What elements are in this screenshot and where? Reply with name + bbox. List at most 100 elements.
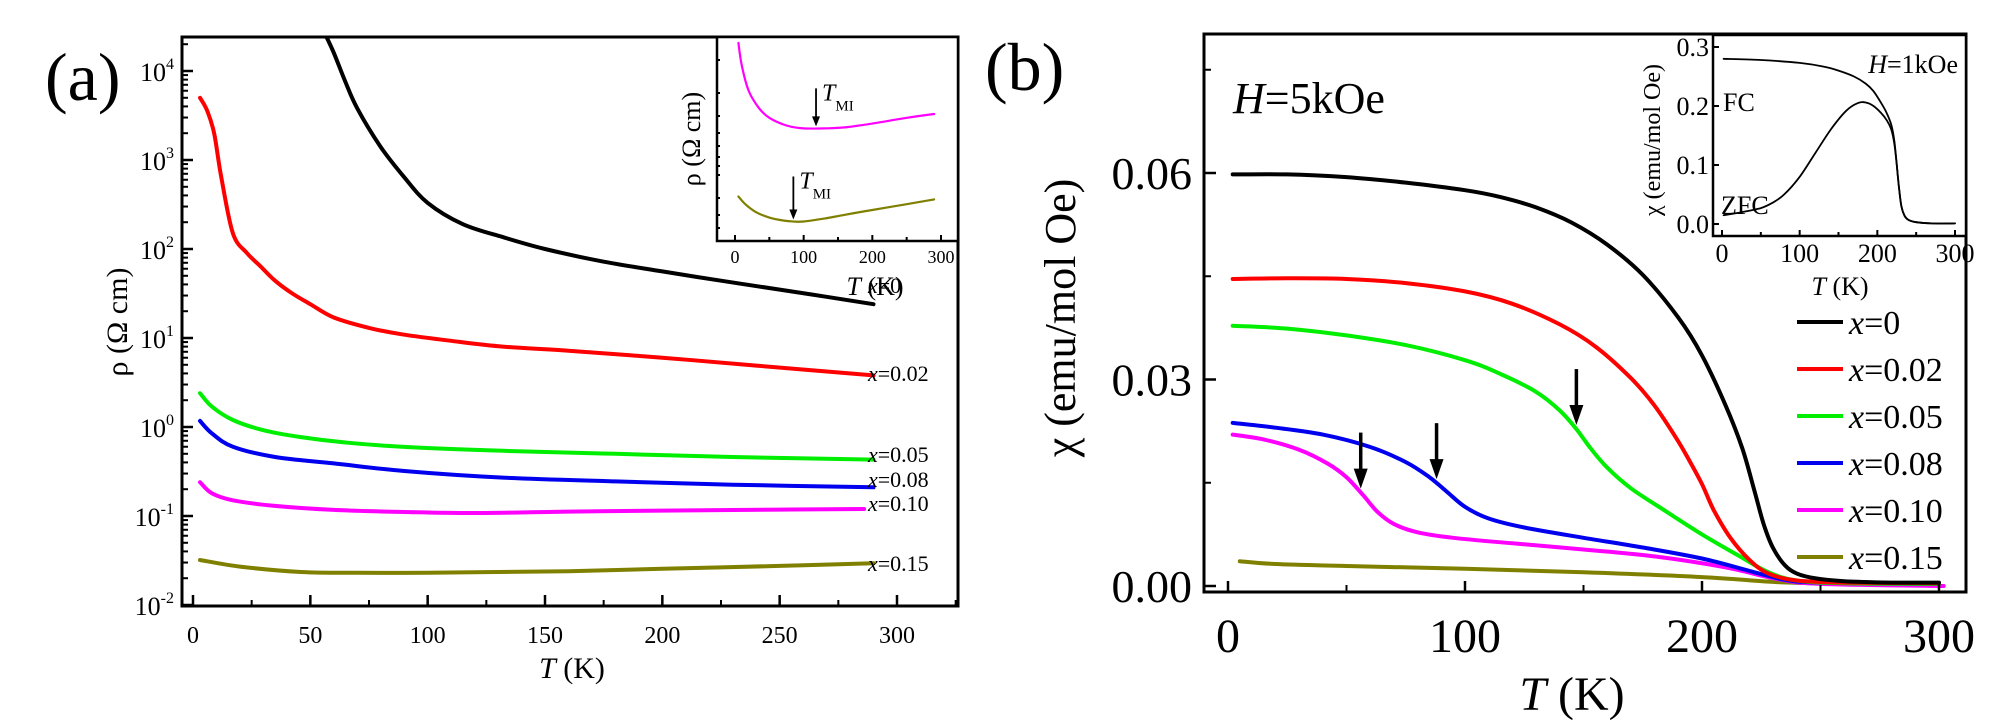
y-tick-label: 102: [140, 234, 174, 265]
series-label-x-0-02: x=0.02: [867, 361, 929, 386]
x-tick-label: 150: [527, 623, 563, 649]
series-line-x-0: [324, 37, 876, 307]
panel-a-ylabel: ρ (Ω cm): [101, 268, 134, 377]
tmi-annotation: TMI: [822, 80, 854, 114]
panel-b-inset-field-annotation: H=1kOe: [1867, 50, 1958, 79]
panel-a-axes: 0 50 100 150 200 250 300 10-2 10-1 100 101 102 103 10…: [135, 43, 957, 649]
panel-a-frame: [180, 35, 960, 608]
inset-x-tick-label: 300: [1936, 239, 1975, 268]
x-tick-label: 300: [1903, 610, 1975, 663]
series-label-x-0-08: x=0.08: [867, 467, 929, 492]
panel-b-inset-zfc-label: ZFC: [1721, 191, 1769, 220]
series-label-x-0: x=0: [867, 273, 901, 298]
x-tick-label: 0: [187, 623, 199, 649]
y-tick-label: 0.03: [1112, 355, 1193, 406]
series-label-x-0-05: x=0.05: [867, 442, 929, 467]
inset-y-tick-label: 0.2: [1677, 92, 1710, 121]
y-tick-label: 10-2: [135, 590, 174, 621]
panel-a-inset-ylabel: ρ (Ω cm): [677, 92, 706, 186]
series-line-x-0-15: [198, 558, 876, 575]
tmi-arrow-head-icon: [789, 209, 798, 220]
y-tick-label: 101: [140, 323, 174, 354]
panel-a-curves: [198, 37, 876, 575]
series-line-x-0-10: [198, 480, 867, 516]
panel-b-field-annotation: H=5kOe: [1232, 74, 1385, 123]
x-tick-label: 300: [879, 623, 915, 649]
inset-x-tick-label: 100: [790, 247, 817, 267]
y-tick-label: 104: [140, 56, 174, 87]
panel-b-inset: 0 100 200 300 0.0 0.1 0.2 0.3 H=1kOe FC ZFC T (…: [1640, 33, 1975, 301]
panel-b-curves: [1230, 172, 1946, 588]
x-tick-label: 0: [1216, 610, 1240, 663]
series-line-x-0-08: [198, 418, 876, 490]
panel-a-main-plot: 0 50 100 150 200 250 300 10-2 10-1 100 101 102 103 10…: [101, 35, 960, 685]
inset-x-tick-label: 0: [731, 247, 740, 267]
panel-b-frame: [1202, 32, 1968, 594]
panel-a-inset-axes: 0 100 200 300: [717, 59, 955, 267]
panel-b-inset-axes: 0 100 200 300 0.0 0.1 0.2 0.3: [1677, 33, 1975, 268]
inset-y-tick-label: 0.0: [1677, 210, 1710, 239]
tmi-annotation: TMI: [799, 168, 831, 202]
legend-item-x-0-10: x=0.10: [1797, 493, 1943, 530]
legend-label: x=0.02: [1848, 352, 1943, 389]
panel-b-inset-ylabel: χ (emu/mol Oe): [1640, 64, 1666, 217]
y-tick-label: 0.00: [1112, 561, 1193, 612]
x-tick-label: 100: [410, 623, 446, 649]
series-line-x-0-05: [198, 391, 876, 462]
panel-b-inset-curves: [1722, 57, 1956, 225]
inset-y-tick-label: 0.1: [1677, 151, 1710, 180]
x-tick-label: 250: [762, 623, 798, 649]
panel-b-inset-fc-label: FC: [1723, 88, 1755, 117]
legend-item-x-0-08: x=0.08: [1797, 446, 1943, 483]
panel-a-inset-curves: TMI TMI: [737, 41, 936, 223]
panel-a-series-labels: x=0 x=0.02 x=0.05x=0.08x=0.10 x=0.15: [867, 273, 929, 576]
y-tick-label: 10-1: [135, 501, 174, 532]
panel-a-inset-xlabel: T (K): [846, 272, 903, 301]
series-line-x-0-02: [1230, 276, 1941, 586]
legend-label: x=0.08: [1848, 446, 1943, 483]
panel-b-inset-frame: [1711, 33, 1968, 238]
transition-arrow-head-icon: [1353, 468, 1368, 489]
transition-arrow-head-icon: [1429, 459, 1444, 480]
panel-b-arrows: [1353, 369, 1584, 489]
y-tick-label: 103: [140, 145, 174, 176]
y-tick-label: 0.06: [1112, 148, 1193, 199]
series-label-x-0-10: x=0.10: [867, 491, 929, 516]
panel-label-a: (a): [45, 39, 120, 115]
x-tick-label: 200: [1666, 610, 1738, 663]
series-line-x-0-08: [1230, 420, 1941, 586]
panel-a-inset: TMI TMI 0 100 200 300 T (K) ρ (Ω cm): [677, 35, 960, 301]
series-line-x-0-05: [1230, 323, 1941, 586]
series-label-x-0-15: x=0.15: [867, 551, 929, 576]
inset-y-tick-label: 0.3: [1677, 33, 1710, 62]
series-line-x-0-02: [198, 95, 876, 378]
inset-series-line-zfc: [1722, 101, 1956, 225]
inset-series-line-x-0-15: [737, 195, 936, 223]
legend-label: x=0.05: [1848, 399, 1943, 436]
legend-label: x=0.15: [1848, 540, 1943, 577]
inset-x-tick-label: 300: [928, 247, 955, 267]
panel-label-b: (b): [985, 29, 1064, 105]
inset-x-tick-label: 0: [1716, 239, 1729, 268]
legend-item-x-0-15: x=0.15: [1797, 540, 1943, 577]
series-line-x-0: [1230, 172, 1941, 585]
y-tick-label: 100: [140, 412, 174, 443]
panel-a-xlabel: T (K): [539, 652, 605, 685]
x-tick-label: 50: [298, 623, 322, 649]
inset-x-tick-label: 200: [859, 247, 886, 267]
panel-b-inset-xlabel: T (K): [1811, 272, 1868, 301]
legend-label: x=0.10: [1848, 493, 1943, 530]
panel-b-legend: x=0 x=0.02 x=0.05 x=0.08 x=0.10 x=0.15: [1797, 305, 1943, 577]
legend-item-x-0-05: x=0.05: [1797, 399, 1943, 436]
tmi-arrow-head-icon: [812, 116, 821, 127]
legend-item-x-0: x=0: [1797, 305, 1900, 342]
inset-x-tick-label: 200: [1858, 239, 1897, 268]
legend-item-x-0-02: x=0.02: [1797, 352, 1943, 389]
panel-a-inset-frame: [715, 35, 960, 243]
inset-x-tick-label: 100: [1780, 239, 1819, 268]
inset-series-line-x-0-10: [737, 41, 936, 130]
x-tick-label: 200: [644, 623, 680, 649]
